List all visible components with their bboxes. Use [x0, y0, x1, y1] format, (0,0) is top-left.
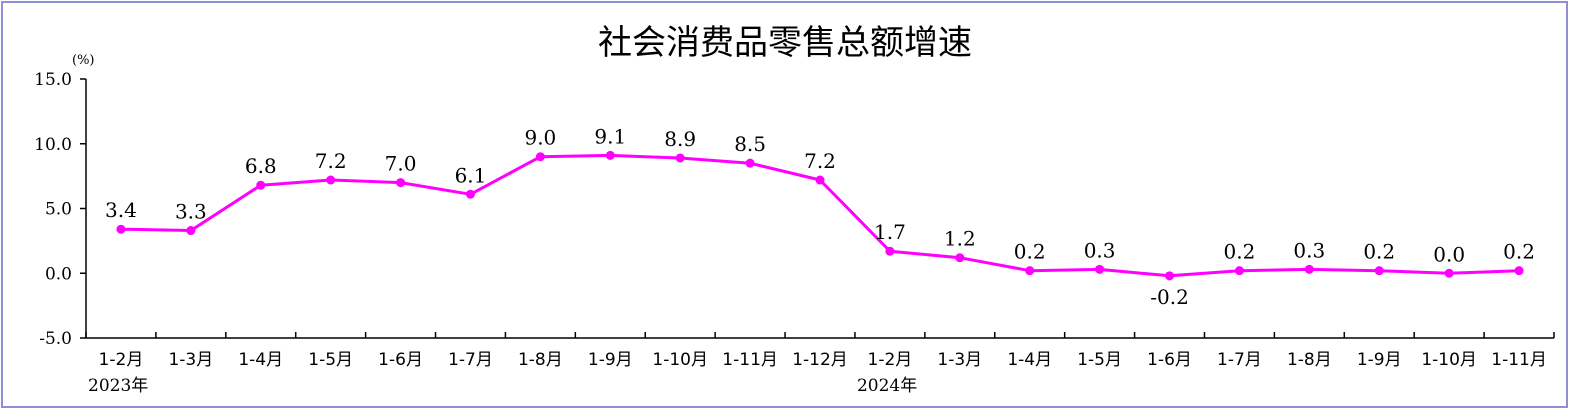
data-label: 6.8 — [245, 154, 277, 178]
x-tick-label: 1-6月 — [1147, 350, 1192, 370]
data-point — [1165, 271, 1175, 281]
data-point — [256, 180, 266, 190]
data-label: 6.1 — [455, 163, 487, 187]
x-tick-label: 1-4月 — [238, 350, 283, 370]
data-point — [745, 158, 755, 168]
x-tick-label: 1-10月 — [1421, 350, 1477, 370]
data-point — [116, 224, 126, 234]
data-label: 1.2 — [944, 227, 976, 251]
data-point — [815, 175, 825, 185]
y-axis-ticks: 15.0 10.0 5.0 0.0 -5.0 — [34, 70, 86, 349]
x-tick-label: 1-11月 — [1491, 350, 1547, 370]
data-point — [1444, 268, 1454, 278]
data-label: 0.3 — [1084, 238, 1116, 262]
data-label: 9.0 — [524, 126, 556, 150]
data-points — [116, 150, 1524, 281]
data-point — [1234, 266, 1244, 276]
data-point — [1374, 266, 1384, 276]
y-tick-label: 0.0 — [45, 264, 72, 284]
x-axis-ticks: 1-2月 1-3月 1-4月 1-5月 1-6月 1-7月 1-8月 1-9月 1-10月 1-1… — [85, 332, 1555, 396]
data-label: 8.9 — [664, 127, 696, 151]
data-label: 0.2 — [1014, 240, 1046, 264]
y-tick-label: 5.0 — [45, 200, 72, 220]
x-tick-label: 1-8月 — [518, 350, 563, 370]
data-label: 7.2 — [315, 149, 347, 173]
data-point — [1514, 266, 1524, 276]
data-label: 7.0 — [385, 152, 417, 176]
y-axis-unit-label: (%) — [72, 53, 95, 68]
x-tick-label: 1-6月 — [378, 350, 423, 370]
data-point — [326, 175, 336, 185]
x-tick-label: 1-12月 — [792, 350, 848, 370]
x-tick-label: 1-4月 — [1007, 350, 1052, 370]
data-label: 8.5 — [734, 132, 766, 156]
data-label: 0.2 — [1224, 240, 1256, 264]
x-tick-label: 1-11月 — [722, 350, 778, 370]
x-tick-label: 1-7月 — [1217, 350, 1262, 370]
chart-title: 社会消费品零售总额增速 — [598, 23, 972, 63]
data-point — [535, 152, 545, 162]
x-tick-label: 1-3月 — [937, 350, 982, 370]
data-point — [955, 253, 965, 263]
x-tick-label: 1-10月 — [652, 350, 708, 370]
data-point — [1025, 266, 1035, 276]
x-tick-label: 1-5月 — [1077, 350, 1122, 370]
data-point — [605, 150, 615, 160]
data-label: 3.4 — [105, 198, 137, 222]
data-label: 0.2 — [1503, 240, 1535, 264]
data-label: 3.3 — [175, 200, 207, 224]
x-tick-label: 1-5月 — [308, 350, 353, 370]
x-tick-label: 1-9月 — [588, 350, 633, 370]
x-tick-label: 1-7月 — [448, 350, 493, 370]
y-tick-label: 15.0 — [34, 70, 72, 90]
data-label: 1.7 — [874, 220, 906, 244]
y-tick-label: 10.0 — [34, 135, 72, 155]
y-tick-label: -5.0 — [39, 329, 72, 349]
data-point — [1095, 264, 1105, 274]
x-tick-label: 1-2月 — [99, 350, 144, 370]
data-point — [885, 246, 895, 256]
data-labels: 3.4 3.3 6.8 7.2 7.0 6.1 9.0 9.1 8.9 8.5 7.2 1.7 1.2 0… — [105, 124, 1535, 308]
x-tick-label: 1-3月 — [168, 350, 213, 370]
year-label: 2024年 — [857, 376, 917, 396]
data-point — [675, 153, 685, 163]
data-label: -0.2 — [1150, 285, 1189, 309]
axes — [85, 79, 1554, 339]
data-point — [186, 226, 196, 236]
year-label: 2023年 — [88, 376, 148, 396]
data-point — [1304, 264, 1314, 274]
data-point — [396, 178, 406, 188]
data-point — [465, 189, 475, 199]
data-label: 0.0 — [1433, 242, 1465, 266]
x-tick-label: 1-2月 — [868, 350, 913, 370]
data-label: 0.3 — [1293, 238, 1325, 262]
x-tick-label: 1-9月 — [1357, 350, 1402, 370]
data-label: 9.1 — [594, 124, 626, 148]
x-tick-label: 1-8月 — [1287, 350, 1332, 370]
data-label: 0.2 — [1363, 240, 1395, 264]
data-label: 7.2 — [804, 149, 836, 173]
